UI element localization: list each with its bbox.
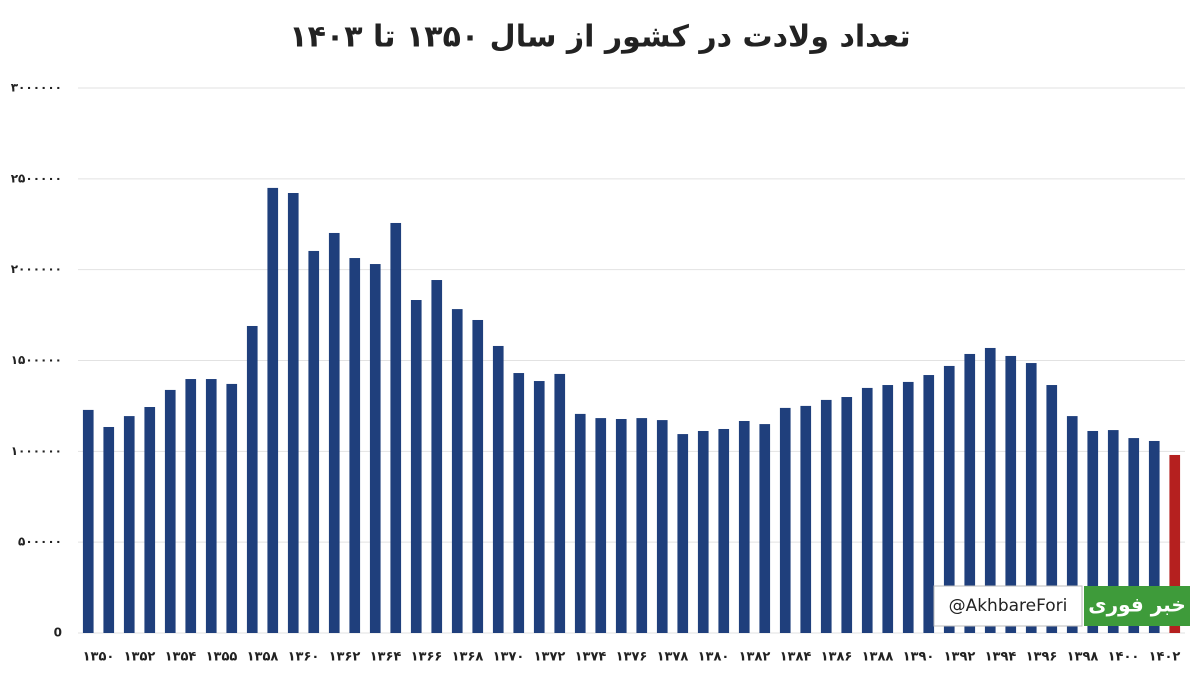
bar bbox=[923, 375, 935, 633]
bar bbox=[1169, 454, 1181, 633]
x-tick-label: ۱۳۸۸ bbox=[862, 650, 894, 665]
bar bbox=[902, 381, 914, 633]
bar bbox=[882, 385, 894, 633]
bar bbox=[984, 347, 996, 633]
y-tick-label: ۱۰۰۰۰۰۰ bbox=[11, 444, 62, 458]
bar bbox=[246, 325, 258, 633]
x-tick-label: ۱۳۹۰ bbox=[903, 650, 935, 665]
x-tick-label: ۱۴۰۲ bbox=[1149, 650, 1181, 665]
bar bbox=[1005, 355, 1017, 633]
bar bbox=[1128, 438, 1140, 633]
bar bbox=[472, 319, 484, 633]
y-tick-label: ۲۵۰۰۰۰۰ bbox=[11, 171, 62, 185]
bar bbox=[513, 373, 525, 633]
bar bbox=[1087, 430, 1099, 633]
logo: خبر فوری bbox=[1088, 593, 1185, 617]
bar bbox=[492, 345, 504, 633]
handle: @AkhbareFori bbox=[949, 596, 1068, 616]
bar bbox=[595, 418, 607, 633]
bar bbox=[287, 193, 299, 633]
bar bbox=[451, 309, 463, 633]
x-tick-label: ۱۴۰۰ bbox=[1108, 650, 1140, 665]
x-tick-label: ۱۳۸۶ bbox=[821, 650, 853, 665]
bar bbox=[369, 264, 381, 633]
bar bbox=[123, 416, 135, 633]
chart-title: تعداد ولادت در کشور از سال ۱۳۵۰ تا ۱۴۰۳ bbox=[289, 20, 910, 55]
bar bbox=[349, 258, 361, 633]
bar bbox=[1046, 385, 1058, 633]
bar bbox=[964, 353, 976, 633]
x-tick-label: ۱۳۷۴ bbox=[575, 650, 607, 665]
y-tick-label: ۲۰۰۰۰۰۰ bbox=[11, 262, 62, 276]
x-tick-label: ۱۳۸۴ bbox=[780, 650, 812, 665]
y-tick-label: 0 bbox=[54, 626, 62, 640]
bar bbox=[1107, 430, 1119, 633]
handle-box bbox=[933, 585, 1083, 627]
x-tick-label: ۱۳۹۲ bbox=[944, 650, 976, 665]
bar bbox=[615, 418, 627, 633]
bar bbox=[226, 383, 238, 633]
x-tick-label: ۱۳۷۲ bbox=[534, 650, 566, 665]
x-tick-label: ۱۳۵۸ bbox=[247, 650, 279, 665]
bar bbox=[103, 426, 115, 633]
bar bbox=[574, 413, 586, 633]
bar bbox=[677, 434, 689, 633]
bar bbox=[1025, 363, 1037, 633]
x-tick-label: ۱۳۹۶ bbox=[1026, 650, 1058, 665]
bar bbox=[1066, 416, 1078, 633]
bar bbox=[410, 300, 422, 633]
x-tick-label: ۱۳۶۸ bbox=[452, 650, 484, 665]
bar bbox=[820, 399, 832, 633]
x-tick-label: ۱۳۶۶ bbox=[411, 650, 443, 665]
bar bbox=[390, 222, 402, 633]
y-tick-label: ۱۵۰۰۰۰۰ bbox=[11, 353, 62, 367]
bar bbox=[144, 407, 156, 633]
x-tick-label: ۱۳۷۶ bbox=[616, 650, 648, 665]
bar bbox=[779, 407, 791, 633]
bar bbox=[636, 418, 648, 633]
bar bbox=[697, 430, 709, 633]
x-tick-label: ۱۳۷۸ bbox=[657, 650, 689, 665]
logo-box bbox=[1084, 586, 1190, 626]
x-tick-label: ۱۳۸۰ bbox=[698, 650, 730, 665]
bar bbox=[82, 409, 94, 633]
bar bbox=[943, 365, 955, 633]
bar bbox=[718, 428, 730, 633]
bar bbox=[533, 381, 545, 633]
bar bbox=[267, 187, 279, 633]
bar bbox=[205, 379, 217, 633]
bar bbox=[1148, 440, 1160, 633]
bar bbox=[861, 387, 873, 633]
x-tick-label: ۱۳۶۲ bbox=[329, 650, 361, 665]
y-tick-label: ۵۰۰۰۰۰ bbox=[18, 535, 62, 549]
bar bbox=[308, 250, 320, 633]
x-tick-label: ۱۳۶۰ bbox=[288, 650, 320, 665]
x-tick-label: ۱۳۵۴ bbox=[165, 650, 197, 665]
bar bbox=[185, 379, 197, 633]
x-tick-label: ۱۳۸۲ bbox=[739, 650, 771, 665]
bar bbox=[554, 373, 566, 633]
x-tick-label: ۱۳۵۲ bbox=[124, 650, 156, 665]
bar bbox=[759, 424, 771, 633]
bar bbox=[431, 280, 443, 633]
x-tick-label: ۱۳۷۰ bbox=[493, 650, 525, 665]
x-tick-label: ۱۳۵۵ bbox=[206, 650, 238, 665]
y-tick-label: ۳۰۰۰۰۰۰ bbox=[11, 81, 62, 95]
bar bbox=[656, 420, 668, 633]
bar bbox=[164, 389, 176, 633]
x-tick-label: ۱۳۹۴ bbox=[985, 650, 1017, 665]
bar bbox=[800, 405, 812, 633]
bar bbox=[328, 232, 340, 633]
x-tick-label: ۱۳۹۸ bbox=[1067, 650, 1099, 665]
bar bbox=[738, 420, 750, 633]
x-tick-label: ۱۳۶۴ bbox=[370, 650, 402, 665]
bar bbox=[841, 397, 853, 633]
x-tick-label: ۱۳۵۰ bbox=[83, 650, 115, 665]
